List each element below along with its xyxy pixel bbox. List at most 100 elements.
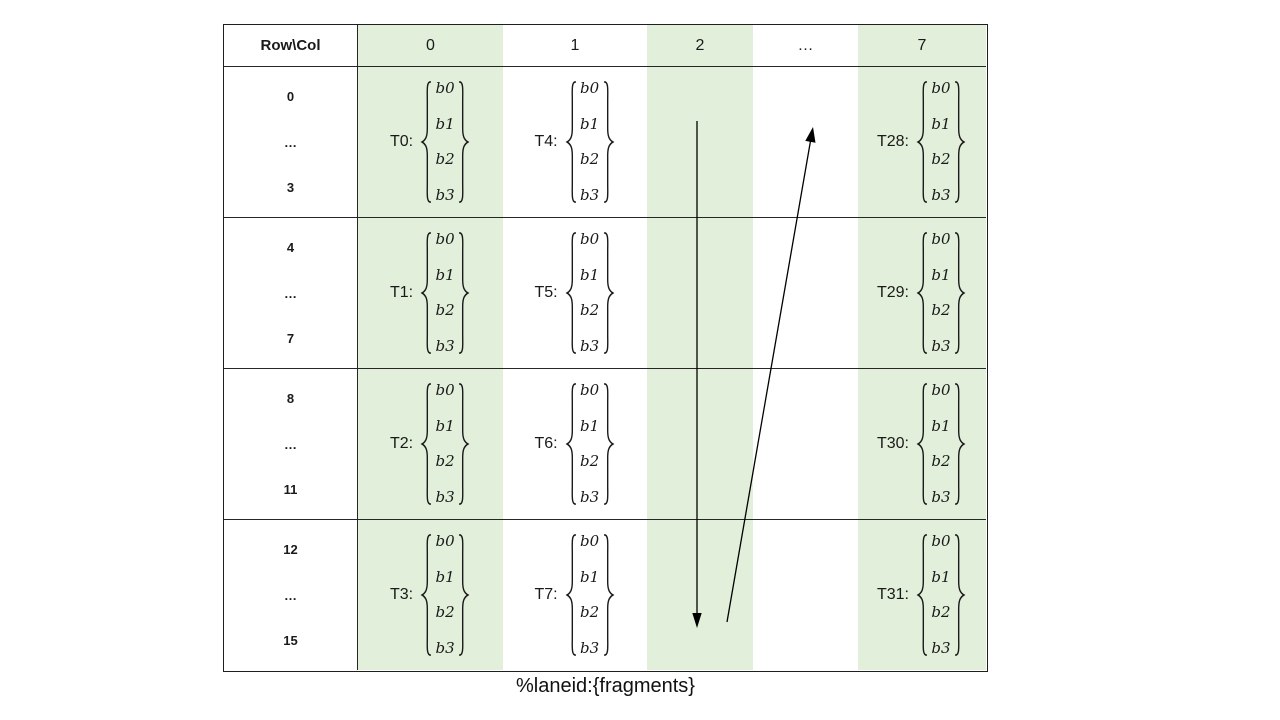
- left-brace-icon: [916, 232, 928, 354]
- fragment-list: b0 b1 b2 b3: [929, 533, 953, 657]
- fragment-item: b3: [435, 638, 455, 657]
- fragment-list: b0 b1 b2 b3: [578, 533, 602, 657]
- fragment-item: b2: [579, 603, 600, 622]
- fragment-item: b0: [579, 230, 600, 248]
- col-header-0: 0: [358, 25, 503, 67]
- fragment-cell-t30: T30: b0 b1 b2 b3: [858, 369, 986, 520]
- col-header-label: …: [797, 36, 814, 54]
- fragment-cell-t3: T3: b0 b1 b2 b3: [358, 520, 503, 670]
- empty-cell-col2: [647, 520, 753, 670]
- fragment-item: b2: [579, 301, 600, 320]
- fragment-cell-t6: T6: b0 b1 b2 b3: [503, 369, 647, 520]
- row-range-end: 3: [286, 180, 295, 195]
- col-header-label: 1: [570, 36, 580, 54]
- right-brace-icon: [603, 81, 614, 203]
- fragment-item: b1: [435, 265, 455, 284]
- fragment-list: b0 b1 b2 b3: [433, 533, 457, 657]
- fragment-item: b0: [579, 79, 600, 97]
- fragment-item: b3: [435, 185, 455, 204]
- left-brace-icon: [420, 383, 432, 505]
- thread-label: T28:: [876, 133, 909, 150]
- fragment-item: b0: [435, 230, 455, 248]
- fragment-item: b2: [435, 150, 455, 169]
- fragment-brace-group: b0 b1 b2 b3: [419, 380, 471, 508]
- right-brace-icon: [954, 81, 966, 203]
- fragment-item: b2: [579, 150, 600, 169]
- caption: %laneid:{fragments}: [515, 675, 695, 697]
- thread-label: T4:: [534, 133, 558, 150]
- empty-cell-col2: [647, 369, 753, 520]
- left-brace-icon: [420, 232, 432, 354]
- left-brace-icon: [565, 383, 576, 505]
- col-header-1: 1: [503, 25, 647, 67]
- right-brace-icon: [954, 232, 966, 354]
- right-brace-icon: [603, 232, 614, 354]
- fragment-brace-group: b0 b1 b2 b3: [915, 531, 967, 659]
- fragment-list: b0 b1 b2 b3: [433, 80, 457, 204]
- fragment-item: b1: [579, 265, 600, 284]
- fragment-item: b2: [435, 452, 455, 471]
- fragment-list: b0 b1 b2 b3: [433, 382, 457, 506]
- fragment-brace-group: b0 b1 b2 b3: [564, 380, 616, 508]
- fragment-item: b2: [931, 452, 951, 471]
- fragment-brace-group: b0 b1 b2 b3: [564, 229, 616, 357]
- thread-label: T31:: [876, 586, 909, 603]
- fragment-item: b3: [579, 185, 600, 204]
- row-range-start: 0: [286, 89, 295, 104]
- col-header-2: 2: [647, 25, 753, 67]
- fragment-list: b0 b1 b2 b3: [433, 231, 457, 355]
- fragment-brace-group: b0 b1 b2 b3: [419, 229, 471, 357]
- fragment-cell-t0: T0: b0 b1 b2 b3: [358, 67, 503, 218]
- thread-label: T1:: [389, 284, 414, 301]
- fragment-item: b1: [579, 567, 600, 586]
- fragment-brace-group: b0 b1 b2 b3: [419, 531, 471, 659]
- col-header-label: 0: [426, 36, 435, 54]
- row-range-start: 8: [286, 391, 295, 406]
- fragment-item: b2: [931, 301, 951, 320]
- fragment-item: b1: [931, 265, 951, 284]
- fragment-cell-t29: T29: b0 b1 b2 b3: [858, 218, 986, 369]
- row-range-ellipsis: …: [284, 134, 297, 150]
- left-brace-icon: [565, 81, 576, 203]
- fragment-item: b2: [435, 301, 455, 320]
- fragment-item: b1: [579, 114, 600, 133]
- row-range-4-7: 4 … 7: [224, 218, 358, 369]
- row-range-start: 12: [283, 542, 298, 557]
- fragment-list: b0 b1 b2 b3: [578, 80, 602, 204]
- thread-label: T29:: [876, 284, 909, 301]
- row-range-ellipsis: …: [284, 436, 297, 452]
- row-range-end: 7: [286, 331, 295, 346]
- fragment-item: b1: [931, 416, 951, 435]
- right-brace-icon: [458, 534, 470, 656]
- corner-label: Row\Col: [260, 37, 321, 54]
- fragment-item: b1: [931, 114, 951, 133]
- fragment-item: b3: [931, 336, 951, 355]
- fragment-item: b3: [579, 487, 600, 506]
- fragment-item: b3: [435, 487, 455, 506]
- table-corner-header: Row\Col: [224, 25, 358, 67]
- left-brace-icon: [420, 534, 432, 656]
- fragment-item: b0: [931, 381, 951, 399]
- fragment-layout-table: Row\Col 0 1 2 … 7 0 … 3 T0: b0 b1 b2 b3: [223, 24, 988, 672]
- fragment-cell-t7: T7: b0 b1 b2 b3: [503, 520, 647, 670]
- row-range-8-11: 8 … 11: [224, 369, 358, 520]
- right-brace-icon: [603, 534, 614, 656]
- fragment-list: b0 b1 b2 b3: [929, 231, 953, 355]
- empty-cell-ellipsis: [753, 67, 858, 218]
- fragment-item: b2: [579, 452, 600, 471]
- empty-cell-ellipsis: [753, 369, 858, 520]
- fragment-item: b0: [579, 381, 600, 399]
- fragment-item: b0: [435, 381, 455, 399]
- right-brace-icon: [603, 383, 614, 505]
- fragment-item: b0: [579, 532, 600, 550]
- right-brace-icon: [458, 383, 470, 505]
- fragment-cell-t2: T2: b0 b1 b2 b3: [358, 369, 503, 520]
- fragment-list: b0 b1 b2 b3: [929, 382, 953, 506]
- fragment-brace-group: b0 b1 b2 b3: [419, 78, 471, 206]
- left-brace-icon: [565, 232, 576, 354]
- fragment-item: b3: [579, 336, 600, 355]
- thread-label: T5:: [534, 284, 558, 301]
- row-range-ellipsis: …: [284, 285, 297, 301]
- thread-label: T2:: [389, 435, 414, 452]
- row-range-end: 15: [283, 633, 298, 648]
